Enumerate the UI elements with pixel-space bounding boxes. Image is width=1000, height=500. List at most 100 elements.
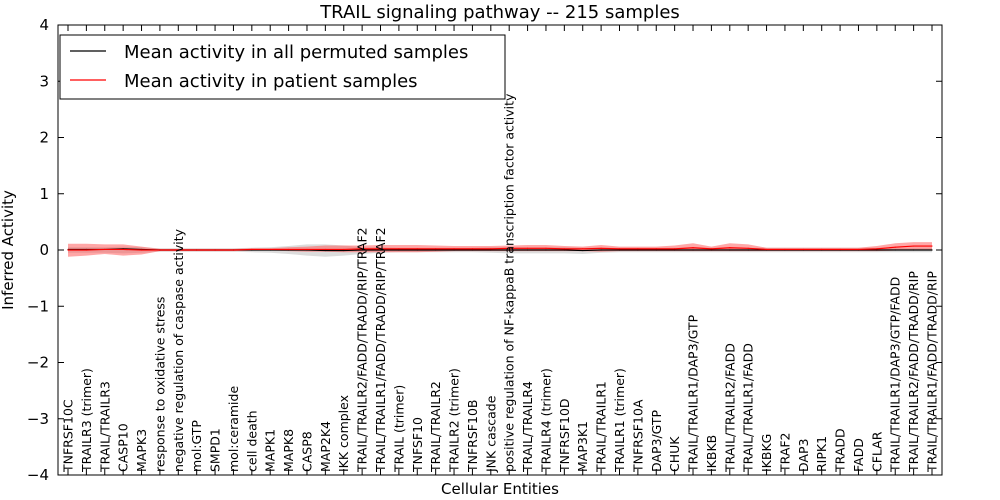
point-series-1: [122, 248, 124, 251]
x-tick-label: TRAIL/TRAILR1/FADD/TRADD/RIP: [925, 271, 940, 473]
point-series-1: [600, 247, 602, 249]
legend-label-permuted: Mean activity in all permuted samples: [124, 42, 468, 63]
point-series-0: [876, 249, 878, 251]
x-tick-label: TRAIL/TRAILR2: [428, 381, 443, 473]
point-series-0: [416, 249, 418, 251]
point-series-1: [857, 248, 860, 251]
legend: Mean activity in all permuted samples Me…: [59, 34, 506, 100]
point-series-0: [600, 249, 602, 251]
point-series-1: [913, 245, 915, 247]
x-tick-label: MAPK3: [134, 429, 149, 472]
plot-frame: [57, 24, 943, 476]
point-series-0: [398, 249, 400, 251]
point-series-1: [618, 248, 621, 250]
legend-label-patient: Mean activity in patient samples: [124, 71, 418, 92]
x-tick-label: TRAILR1 (trimer): [612, 368, 627, 473]
x-tick-label: mol:GTP: [189, 420, 204, 472]
point-series-1: [637, 248, 639, 250]
point-series-0: [582, 249, 584, 252]
x-tick-label: TRAIL/TRAILR2/FADD/TRADD/RIP: [906, 271, 921, 473]
point-series-1: [196, 249, 198, 251]
point-series-0: [747, 249, 749, 251]
point-series-1: [324, 248, 326, 251]
point-series-0: [526, 249, 529, 251]
y-tick-label: 0: [39, 241, 49, 259]
point-series-1: [214, 249, 216, 251]
point-series-1: [931, 245, 933, 247]
point-series-1: [269, 248, 271, 251]
x-axis-label: Cellular Entities: [441, 480, 559, 498]
x-tick-label: TNFSF10: [410, 417, 425, 473]
axis-ticks: −4 −3 −2 −1 0 1 2 3 4: [27, 16, 942, 484]
x-tick-label: TNFRSF10B: [465, 400, 480, 473]
point-series-1: [821, 248, 823, 251]
y-tick-label: −1: [27, 297, 49, 315]
point-series-1: [692, 247, 694, 249]
point-series-1: [435, 248, 437, 250]
point-series-1: [710, 248, 713, 250]
point-series-1: [232, 249, 235, 251]
point-series-1: [894, 246, 896, 248]
point-series-0: [674, 249, 676, 251]
y-tick-label: 3: [39, 72, 49, 90]
point-series-1: [729, 247, 731, 249]
x-tick-label: TRAIL/TRAILR4: [520, 381, 535, 473]
x-tick-label: positive regulation of NF-kappaB transcr…: [502, 93, 517, 472]
x-tick-label: CASP8: [299, 431, 314, 472]
x-tick-label: RIPK1: [814, 436, 829, 472]
x-tick-label: response to oxidative stress: [152, 297, 167, 472]
point-series-1: [784, 248, 786, 251]
point-series-1: [747, 247, 749, 249]
x-tick-label: negative regulation of caspase activity: [171, 228, 186, 472]
x-tick-label: TRAILR4 (trimer): [538, 368, 553, 473]
point-series-1: [563, 248, 565, 250]
point-series-0: [435, 249, 437, 251]
x-tick-label: TRAIL/TRAILR2/FADD/TRADD/RIP/TRAF2: [355, 227, 370, 473]
x-tick-label: TNFRSF10C: [61, 399, 76, 473]
series-lines: [67, 245, 933, 252]
x-tick-label: TRAIL/TRAILR1/DAP3/GTP/FADD: [888, 277, 903, 473]
x-tick-label: MAP3K1: [575, 421, 590, 472]
point-series-0: [508, 249, 510, 251]
x-tick-label: DAP3/GTP: [649, 409, 664, 472]
point-series-0: [655, 249, 657, 251]
x-tick-label: TRAIL (trimer): [391, 385, 406, 473]
x-tick-label: TRADD: [833, 428, 848, 473]
point-series-1: [159, 249, 161, 251]
x-tick-label: TRAIL/TRAILR1/FADD/TRADD/RIP/TRAF2: [373, 227, 388, 473]
x-tick-label: JNK cascade: [483, 395, 498, 473]
point-series-0: [324, 249, 326, 252]
point-series-0: [453, 249, 455, 251]
x-tick-label: IKBKB: [704, 435, 719, 472]
y-tick-label: −2: [27, 354, 49, 372]
x-tick-label: TRAIL/TRAILR1/DAP3/GTP: [686, 314, 701, 473]
y-tick-label: 2: [39, 129, 49, 147]
point-series-0: [913, 249, 915, 251]
chart-title: TRAIL signaling pathway -- 215 samples: [319, 2, 680, 23]
point-series-0: [471, 249, 474, 251]
point-series-0: [637, 249, 639, 251]
point-series-1: [379, 248, 382, 250]
y-axis-label: Inferred Activity: [0, 190, 17, 310]
x-tick-label: FADD: [851, 438, 866, 472]
point-series-0: [710, 249, 713, 251]
x-tick-label: TRAIL/TRAILR2/FADD: [722, 343, 737, 473]
point-series-1: [582, 248, 584, 250]
point-series-0: [545, 249, 547, 251]
point-series-1: [655, 248, 657, 250]
x-tick-label: MAPK1: [263, 429, 278, 472]
point-series-1: [140, 249, 143, 251]
point-series-0: [361, 249, 363, 251]
x-tick-labels: TNFRSF10C TRAILR3 (trimer) TRAIL/TRAILR3 CA…: [61, 93, 940, 473]
point-series-1: [288, 248, 290, 251]
point-series-1: [545, 247, 547, 249]
point-series-0: [379, 249, 382, 251]
point-series-0: [618, 249, 621, 251]
x-tick-label: CASP10: [116, 423, 131, 472]
x-tick-label: TRAF2: [777, 432, 792, 473]
point-series-1: [67, 249, 69, 251]
x-tick-label: cell death: [244, 410, 259, 472]
y-tick-label: 1: [39, 185, 49, 203]
point-series-1: [802, 248, 804, 251]
